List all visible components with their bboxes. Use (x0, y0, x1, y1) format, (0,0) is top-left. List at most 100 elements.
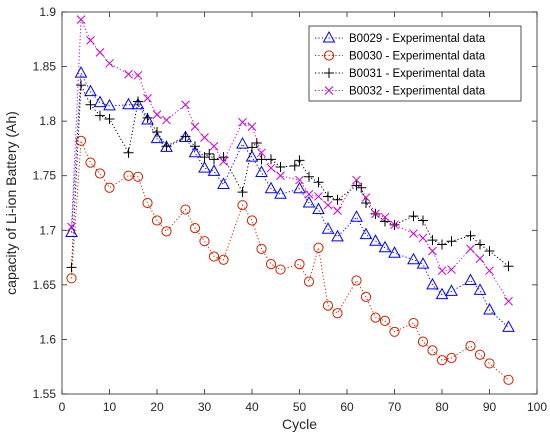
data-point (218, 254, 229, 265)
data-point (323, 191, 333, 202)
data-point (247, 142, 257, 153)
legend-item: B0031 - Experimental data (315, 68, 486, 80)
data-point (332, 194, 343, 205)
data-point (314, 192, 323, 201)
data-point (475, 254, 485, 264)
data-point (207, 164, 221, 176)
data-point (188, 145, 202, 158)
legend-item: B0030 - Experimental data (315, 50, 486, 63)
data-point (85, 157, 96, 168)
data-point (217, 177, 230, 189)
data-point (75, 135, 87, 146)
data-point (445, 284, 458, 296)
data-point (446, 236, 457, 247)
data-point (294, 259, 305, 270)
data-point (152, 127, 162, 138)
data-point (294, 155, 305, 166)
legend-label: B0032 - Experimental data (349, 86, 486, 98)
data-point (289, 160, 300, 171)
data-point (304, 189, 314, 199)
data-point (94, 168, 106, 179)
data-point (151, 215, 163, 226)
data-point (85, 99, 96, 110)
y-tick-label: 1.85 (33, 60, 57, 74)
x-tick-label: 40 (245, 400, 259, 414)
data-point (351, 180, 362, 191)
x-tick-label: 0 (59, 400, 66, 414)
data-point (380, 212, 390, 222)
data-point (380, 216, 390, 227)
x-tick-label: 90 (483, 400, 497, 414)
x-tick-label: 10 (103, 400, 117, 414)
data-point (312, 202, 325, 215)
y-tick-label: 1.6 (39, 332, 56, 346)
data-point (251, 137, 262, 148)
data-point (257, 148, 266, 158)
data-point (265, 259, 277, 270)
data-point (122, 97, 135, 110)
data-point (180, 204, 191, 215)
data-point (189, 223, 201, 234)
series-layer (65, 15, 515, 385)
data-point (76, 15, 86, 24)
data-point (218, 152, 229, 163)
data-point (276, 171, 285, 181)
data-point (313, 177, 324, 188)
data-point (131, 97, 145, 110)
data-point (123, 147, 134, 158)
data-point (66, 273, 77, 284)
data-point (303, 276, 315, 287)
axes-layer: 0 10 20 30 40 50 60 70 80 90 100 1.55 1.6 1.65 1.7 1.75… (33, 5, 548, 414)
data-point (275, 264, 286, 275)
y-axis-label: capacity of Li-ion Battery (Ah) (3, 111, 19, 295)
data-point (379, 315, 391, 326)
x-tick-label: 80 (435, 400, 449, 414)
data-point (321, 222, 335, 234)
data-point (266, 154, 276, 165)
data-point (236, 137, 249, 149)
data-point (427, 235, 438, 246)
data-point (76, 80, 86, 91)
data-point (124, 69, 133, 79)
legend-item: B0029 - Experimental data (315, 30, 486, 45)
data-point (390, 220, 399, 230)
data-point (370, 312, 381, 323)
data-point (322, 300, 334, 311)
y-tick-label: 1.65 (33, 278, 57, 292)
data-point (199, 236, 210, 247)
data-point (161, 141, 172, 152)
data-point (465, 230, 476, 241)
data-point (67, 222, 76, 232)
data-point (426, 277, 439, 290)
data-point (418, 215, 428, 226)
data-point (293, 181, 306, 194)
data-point (142, 112, 153, 123)
data-point (237, 200, 248, 211)
data-point (181, 100, 190, 110)
data-point (427, 345, 438, 356)
data-point (302, 195, 316, 208)
data-point (237, 187, 248, 198)
data-point (359, 227, 373, 240)
y-tick-label: 1.75 (33, 169, 57, 183)
x-tick-label: 50 (293, 400, 307, 414)
y-tick-label: 1.55 (33, 387, 57, 401)
data-point (356, 182, 367, 193)
data-point (84, 84, 97, 97)
data-point (143, 93, 152, 103)
data-point (95, 110, 105, 121)
data-point (474, 349, 486, 360)
data-point (313, 242, 324, 253)
data-point (190, 141, 200, 152)
data-point (256, 243, 267, 254)
data-point (93, 95, 107, 108)
series-3 (66, 80, 514, 273)
data-point (266, 163, 276, 173)
series-line (71, 19, 509, 302)
data-point (150, 131, 164, 144)
data-point (247, 122, 257, 131)
data-point (428, 246, 437, 256)
data-point (416, 257, 430, 269)
legend-marker (323, 50, 335, 61)
data-point (142, 197, 153, 209)
